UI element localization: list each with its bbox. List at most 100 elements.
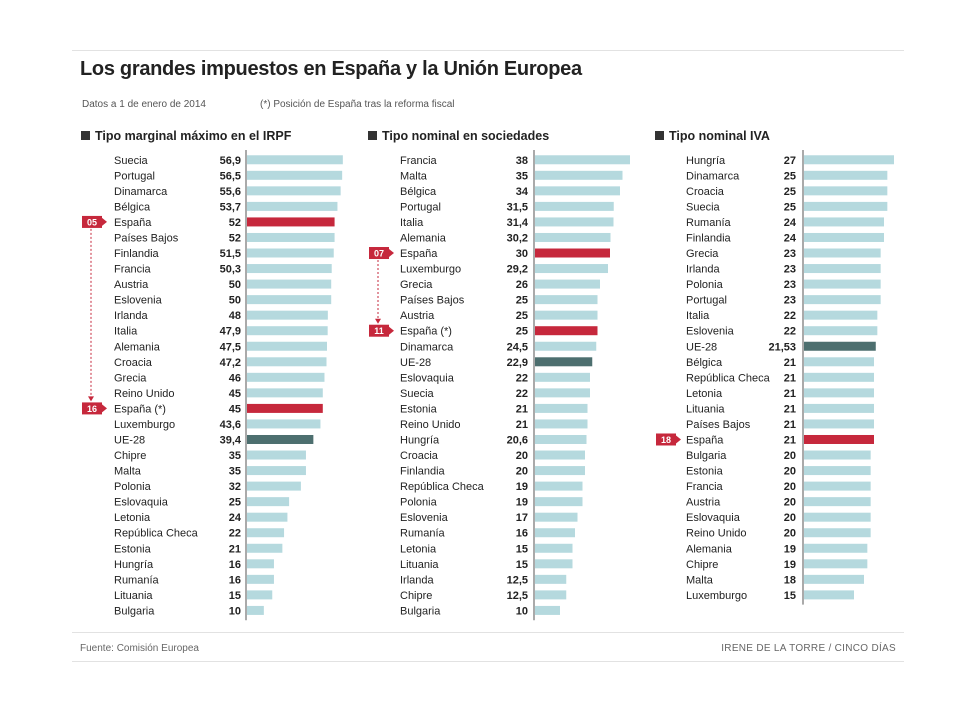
category-label: República Checa [114,528,199,540]
value-label: 31,5 [507,201,528,213]
category-label: Chipre [400,590,432,602]
value-label: 30,2 [507,232,528,244]
bar [535,481,583,491]
category-label: Italia [400,217,424,229]
rank-badge-label: 16 [87,404,97,414]
value-label: 23 [784,248,796,260]
value-label: 22,9 [507,357,528,369]
category-label: Italia [686,310,710,322]
category-label: Finlandia [686,232,732,244]
category-label: Austria [114,279,149,291]
category-label: Malta [400,170,428,182]
bar [535,341,597,351]
panel-title-square [368,131,377,140]
bar [247,357,327,367]
bar [535,528,575,538]
category-label: Luxemburgo [114,419,175,431]
category-label: Finlandia [114,248,160,260]
bar [247,403,323,413]
panel-title-square [655,131,664,140]
value-label: 25 [516,326,528,338]
category-label: UE-28 [114,434,145,446]
bar [535,403,588,413]
category-label: Luxemburgo [400,264,461,276]
category-label: España [114,217,152,229]
value-label: 27 [784,155,796,167]
rank-badge-pointer [102,404,107,413]
category-label: Austria [400,310,435,322]
category-label: Estonia [400,403,438,415]
category-label: Portugal [686,295,727,307]
bar [804,450,871,460]
value-label: 19 [784,543,796,555]
value-label: 55,6 [220,186,241,198]
bar [535,419,588,429]
value-label: 21 [516,403,528,415]
category-label: Bulgaria [400,605,441,617]
category-label: Irlanda [400,574,435,586]
value-label: 22 [516,388,528,400]
value-label: 30 [516,248,528,260]
value-label: 43,6 [220,419,241,431]
reform-note: (*) Posición de España tras la reforma f… [260,99,455,110]
value-label: 52 [229,217,241,229]
bar [247,279,332,289]
value-label: 19 [516,481,528,493]
category-label: Lituania [686,403,725,415]
value-label: 51,5 [220,248,241,260]
rank-badge-label: 07 [374,249,384,259]
value-label: 50,3 [220,264,241,276]
bar [804,403,874,413]
category-label: Países Bajos [114,232,179,244]
bar [535,434,587,444]
value-label: 21,53 [768,341,796,353]
value-label: 45 [229,403,241,415]
value-label: 53,7 [220,201,241,213]
bar [247,450,306,460]
value-label: 46 [229,372,241,384]
bar [804,357,874,367]
bar [247,605,264,615]
value-label: 39,4 [220,434,242,446]
category-label: Letonia [400,543,437,555]
source-note: Fuente: Comisión Europea [80,643,199,654]
bar [535,155,630,165]
date-note: Datos a 1 de enero de 2014 [82,99,206,110]
category-label: Dinamarca [114,186,168,198]
bar [535,388,590,398]
category-label: Países Bajos [686,419,751,431]
category-label: Letonia [686,388,723,400]
category-label: España [400,248,438,260]
bar [247,341,327,351]
bottom-rule [72,661,904,662]
bar [247,310,328,320]
value-label: 20 [784,512,796,524]
value-label: 22 [784,310,796,322]
bar [247,434,314,444]
rank-badge-pointer [676,435,681,444]
panel-title-square [81,131,90,140]
value-label: 12,5 [507,574,528,586]
rank-badge-pointer [389,326,394,335]
bar [535,232,611,242]
bar [247,155,343,165]
value-label: 21 [784,388,796,400]
value-label: 18 [784,574,796,586]
value-label: 16 [229,559,241,571]
panel-title: Tipo nominal IVA [669,129,770,143]
value-label: 20 [784,481,796,493]
value-label: 25 [229,497,241,509]
category-label: UE-28 [686,341,717,353]
value-label: 20 [516,466,528,478]
bar [804,186,888,196]
category-label: Reino Unido [686,528,747,540]
bar [804,528,871,538]
value-label: 50 [229,279,241,291]
bar [804,574,864,584]
value-label: 50 [229,295,241,307]
bar [804,497,871,507]
value-label: 45 [229,388,241,400]
category-label: España [686,434,724,446]
value-label: 16 [229,574,241,586]
value-label: 56,9 [220,155,241,167]
